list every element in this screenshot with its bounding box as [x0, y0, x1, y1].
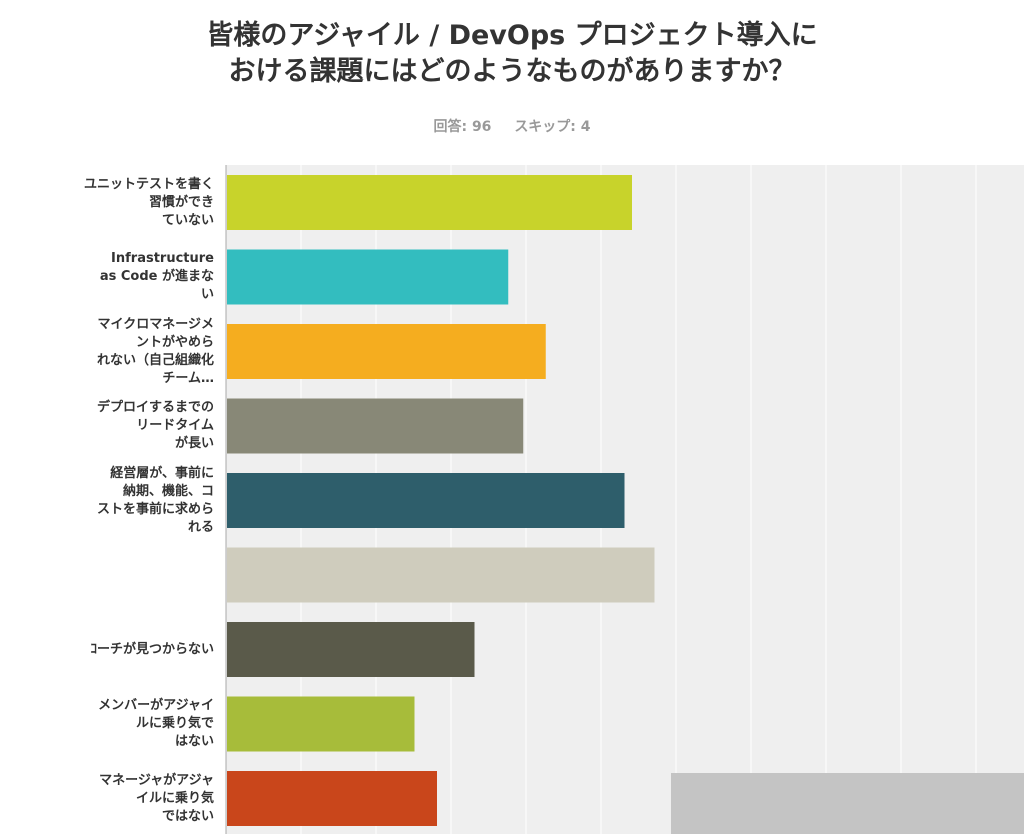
category-label: マネージャがアジャ イルに乗り気 ではない	[99, 773, 214, 824]
answered-count: 回答: 96	[433, 119, 492, 135]
bar[interactable]	[227, 771, 437, 826]
bar[interactable]	[227, 175, 632, 230]
bar[interactable]	[227, 324, 546, 379]
bar[interactable]	[227, 249, 509, 305]
response-summary: 回答: 96 スキップ: 4	[0, 116, 1024, 136]
category-label: マイクロマネージメ ントがやめら れない（自己組織化 チーム…	[96, 317, 214, 386]
overlay-panel	[671, 773, 1024, 834]
bar[interactable]	[227, 398, 524, 454]
bar[interactable]	[227, 547, 655, 603]
skipped-count: スキップ: 4	[514, 119, 591, 135]
bar[interactable]	[227, 696, 415, 752]
category-label: デプロイするまでの リードタイム が長い	[96, 400, 214, 451]
bar[interactable]	[227, 622, 475, 677]
category-label: メンバーがアジャイ ルに乗り気で はない	[98, 698, 214, 749]
chart-title-line-1: 皆様のアジャイル / DevOps プロジェクト導入に	[206, 20, 818, 51]
chart-title-line-2: おける課題にはどのようなものがありますか？	[228, 56, 796, 87]
bar[interactable]	[227, 473, 625, 528]
category-label: ｺーチが見つからない	[90, 642, 214, 657]
chart-title: 皆様のアジャイル / DevOps プロジェクト導入に おける課題にはどのような…	[0, 18, 1024, 90]
category-label: 経営層が、事前に 納期、機能、コ ストを事前に求めら れる	[96, 466, 214, 535]
category-label: ユニットテストを書く 習慣ができ ていない	[83, 177, 214, 228]
category-label: Infrastructure as Code が進まな い	[99, 251, 214, 302]
